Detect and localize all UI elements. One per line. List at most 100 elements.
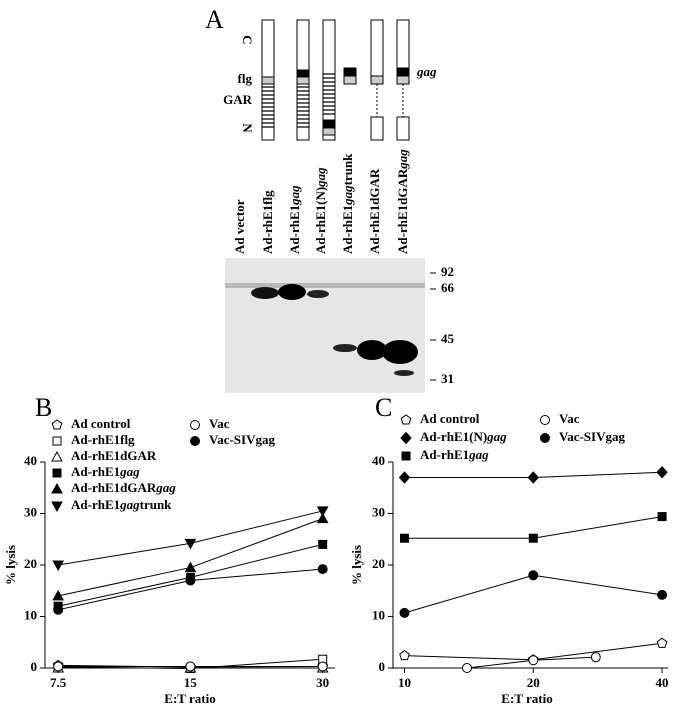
legend-label: Vac-SIVgag	[209, 432, 275, 447]
axis	[392, 462, 668, 669]
gag-label: gag	[416, 64, 437, 79]
panel-label: C	[375, 393, 392, 422]
legend-marker	[51, 450, 63, 462]
legend-label: Ad control	[71, 416, 131, 431]
constructs	[261, 19, 410, 141]
x-tick-label: 15	[184, 675, 198, 690]
lane-label: Ad-rhE1dGAR	[367, 168, 382, 254]
legend-marker	[400, 414, 412, 425]
y-tick-label: 30	[24, 504, 37, 519]
x-tick-label: 10	[398, 675, 411, 690]
x-tick-label: 30	[316, 675, 329, 690]
construct	[370, 116, 384, 141]
point	[399, 650, 410, 661]
x-tick-label: 20	[527, 675, 540, 690]
gag-region	[296, 69, 310, 78]
legend-label: Ad-rhE1gag	[71, 464, 140, 479]
side-label: N	[240, 123, 255, 133]
legend-label: Vac-SIVgag	[559, 429, 625, 444]
flg-region	[261, 76, 275, 85]
flg-region	[343, 75, 357, 85]
band	[333, 344, 357, 352]
series-line	[58, 510, 323, 566]
y-tick-label: 10	[372, 607, 385, 622]
lane-label: Ad-rhE1dGARgag	[395, 149, 410, 254]
legend-marker	[190, 420, 200, 430]
legend-marker	[540, 415, 550, 425]
legend-marker	[52, 436, 62, 446]
gag-region	[396, 67, 410, 77]
y-tick-label: 20	[372, 556, 385, 571]
flg-region	[322, 127, 336, 136]
point	[316, 506, 329, 517]
side-label: flg	[238, 71, 253, 86]
point	[185, 661, 196, 672]
point	[462, 663, 473, 673]
legend-marker	[190, 436, 200, 446]
side-label: GAR	[223, 92, 253, 107]
x-axis-label: E:T ratio	[501, 691, 552, 706]
point	[657, 512, 667, 522]
y-tick-label: 30	[372, 504, 385, 519]
y-tick-label: 0	[379, 659, 386, 674]
band	[394, 370, 414, 376]
mw-label: 45	[441, 331, 455, 346]
point	[399, 607, 410, 618]
stripes	[323, 73, 335, 115]
panel-label: B	[35, 393, 52, 422]
band	[382, 340, 418, 364]
legend-marker	[401, 451, 411, 461]
blot-background	[225, 258, 425, 393]
legend-marker	[400, 431, 412, 445]
panel-label: A	[205, 5, 224, 34]
point	[184, 538, 197, 550]
stripes	[262, 86, 274, 128]
x-tick-label: 40	[656, 675, 669, 690]
mw-label: 92	[441, 264, 454, 279]
band	[357, 340, 387, 360]
legend-marker	[51, 482, 63, 494]
point	[528, 533, 538, 543]
point	[656, 637, 668, 648]
legend-marker	[51, 419, 63, 430]
point	[53, 604, 64, 615]
y-tick-label: 40	[24, 453, 37, 468]
band	[278, 284, 306, 300]
lane-label: Ad-rhE1gagtrunk	[340, 153, 355, 254]
gag-region	[322, 119, 336, 129]
band	[251, 287, 279, 299]
legend-label: Ad control	[420, 411, 480, 426]
legend-label: Ad-rhE1dGARgag	[71, 480, 176, 495]
point	[656, 466, 668, 479]
lane-label: Ad vector	[232, 199, 247, 254]
point	[657, 589, 668, 600]
point	[185, 575, 196, 586]
x-tick-label: 7.5	[50, 675, 67, 690]
y-tick-label: 40	[372, 453, 385, 468]
lane-label: Ad-rhE1(N)gag	[313, 167, 328, 254]
point	[398, 471, 411, 484]
construct	[370, 19, 384, 85]
point	[53, 661, 64, 672]
point	[527, 471, 539, 484]
y-tick-label: 0	[31, 659, 38, 674]
flg-region	[396, 75, 410, 85]
y-tick-label: 10	[24, 607, 37, 622]
legend-label: Ad-rhE1gagtrunk	[71, 497, 172, 512]
gar-stripes	[262, 73, 335, 128]
point	[399, 533, 409, 543]
legend-label: Vac	[559, 411, 580, 426]
y-axis-label: % lysis	[349, 545, 364, 585]
legend-label: Ad-rhE1(N)gag	[420, 429, 507, 444]
stripes	[297, 86, 309, 128]
point	[52, 589, 65, 601]
point	[184, 561, 197, 573]
point	[528, 570, 539, 581]
point	[528, 655, 539, 666]
y-axis-label: % lysis	[3, 545, 18, 585]
legend-marker	[540, 433, 550, 443]
point	[316, 512, 329, 524]
construct	[396, 116, 410, 141]
point	[590, 652, 601, 663]
point	[317, 661, 328, 672]
